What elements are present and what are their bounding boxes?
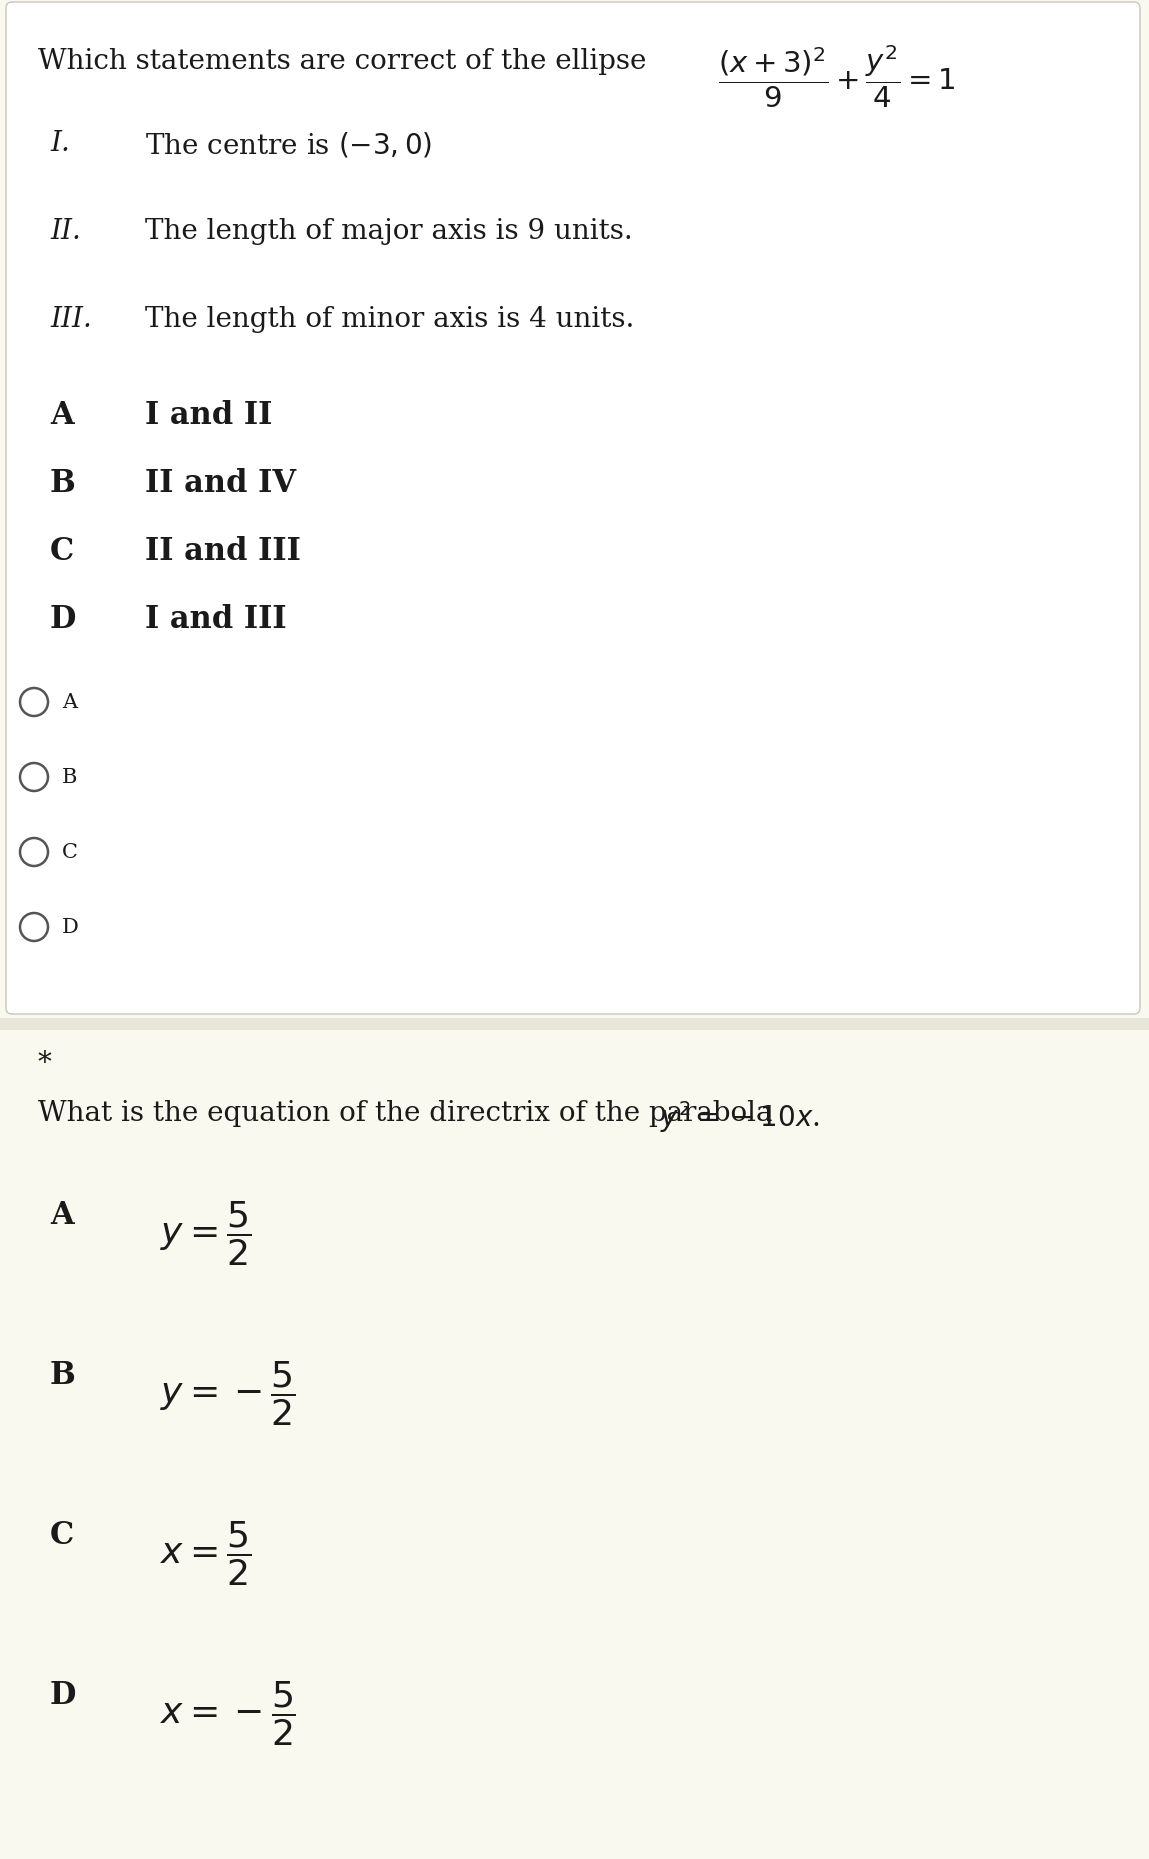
Text: D: D: [51, 604, 76, 636]
Text: I and II: I and II: [145, 400, 272, 431]
Text: $x = \dfrac{5}{2}$: $x = \dfrac{5}{2}$: [160, 1521, 252, 1588]
Text: B: B: [51, 1361, 76, 1391]
Text: $y^2 = -10x$.: $y^2 = -10x$.: [660, 1099, 819, 1134]
Text: A: A: [51, 1201, 74, 1231]
Text: $y = -\dfrac{5}{2}$: $y = -\dfrac{5}{2}$: [160, 1361, 296, 1428]
Text: I.: I.: [51, 130, 70, 156]
Text: C: C: [51, 535, 75, 567]
Text: The length of minor axis is 4 units.: The length of minor axis is 4 units.: [145, 307, 634, 333]
Text: B: B: [62, 768, 77, 786]
Text: $y = \dfrac{5}{2}$: $y = \dfrac{5}{2}$: [160, 1201, 252, 1268]
FancyBboxPatch shape: [0, 1019, 1149, 1030]
Text: A: A: [62, 693, 77, 712]
Text: $\dfrac{(x+3)^2}{9}+\dfrac{y^2}{4}=1$: $\dfrac{(x+3)^2}{9}+\dfrac{y^2}{4}=1$: [718, 45, 955, 110]
Text: A: A: [51, 400, 74, 431]
Text: II and IV: II and IV: [145, 468, 296, 498]
Text: B: B: [51, 468, 76, 498]
FancyBboxPatch shape: [6, 2, 1140, 1013]
Text: Which statements are correct of the ellipse: Which statements are correct of the elli…: [38, 48, 647, 74]
Text: *: *: [38, 1050, 52, 1076]
Text: $x = -\dfrac{5}{2}$: $x = -\dfrac{5}{2}$: [160, 1681, 296, 1747]
Text: C: C: [62, 842, 78, 861]
Text: C: C: [51, 1521, 75, 1550]
Text: III.: III.: [51, 307, 92, 333]
Text: What is the equation of the directrix of the parabola: What is the equation of the directrix of…: [38, 1101, 781, 1127]
Text: The centre is $(-3,0)$: The centre is $(-3,0)$: [145, 130, 432, 160]
Text: The length of major axis is 9 units.: The length of major axis is 9 units.: [145, 218, 633, 245]
Text: II.: II.: [51, 218, 80, 245]
Text: I and III: I and III: [145, 604, 286, 636]
Text: D: D: [62, 918, 79, 937]
Text: D: D: [51, 1681, 76, 1710]
Text: II and III: II and III: [145, 535, 301, 567]
